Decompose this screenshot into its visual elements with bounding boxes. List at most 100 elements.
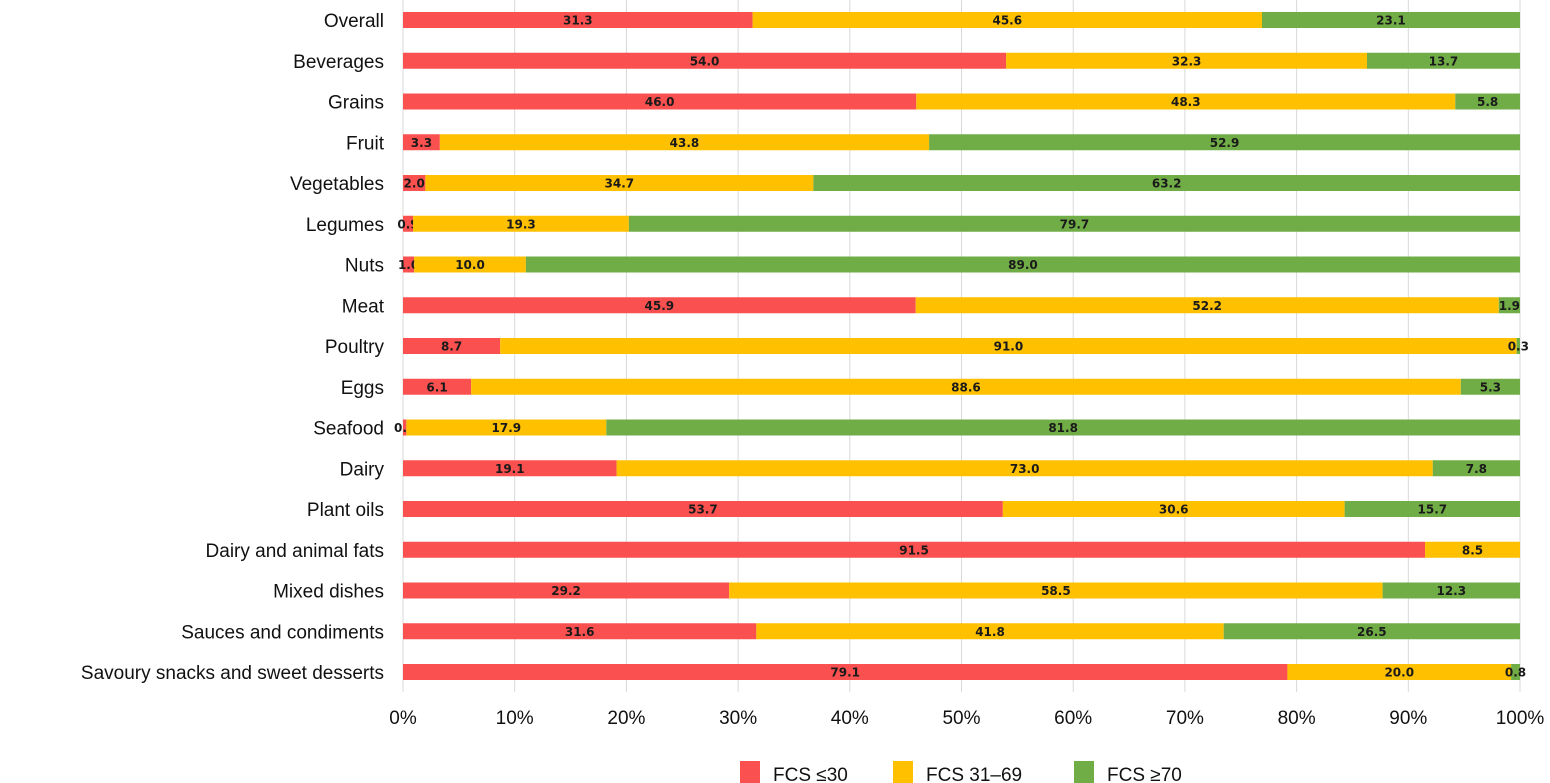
- category-label: Grains: [328, 93, 384, 114]
- data-label: 0.3: [1508, 340, 1529, 354]
- bar-segment: [1382, 582, 1520, 599]
- x-tick-label: 30%: [719, 708, 757, 729]
- data-label: 0.8: [1505, 666, 1526, 680]
- data-label: 29.2: [551, 584, 581, 598]
- bar-segment: [1223, 623, 1520, 640]
- bar-segment: [1455, 93, 1520, 110]
- x-tick-label: 80%: [1278, 708, 1316, 729]
- legend-label: FCS 31–69: [926, 765, 1022, 783]
- bar-segment: [915, 297, 1499, 314]
- bar-segment: [403, 215, 414, 232]
- category-label: Beverages: [293, 52, 384, 73]
- data-label: 32.3: [1172, 54, 1202, 68]
- data-label: 3.3: [411, 136, 432, 150]
- data-label: 48.3: [1171, 95, 1201, 109]
- data-label: 34.7: [605, 177, 635, 191]
- bar-segment: [1432, 460, 1520, 477]
- data-label: 89.0: [1008, 258, 1038, 272]
- bar-segment: [403, 541, 1426, 558]
- data-label: 13.7: [1429, 54, 1459, 68]
- category-label: Eggs: [341, 378, 384, 399]
- bar-segment: [403, 256, 415, 273]
- data-label: 6.1: [426, 380, 447, 394]
- data-label: 45.6: [992, 14, 1022, 28]
- data-label: 41.8: [975, 625, 1005, 639]
- data-label: 1.9: [1499, 299, 1520, 313]
- data-label: 30.6: [1159, 503, 1189, 517]
- bar-segment: [403, 93, 917, 110]
- bar-segment: [729, 582, 1383, 599]
- bar-segment: [1516, 338, 1520, 354]
- bar-segment: [425, 175, 814, 191]
- data-label: 8.7: [441, 340, 462, 354]
- bar-segment: [403, 12, 753, 28]
- data-label: 19.3: [506, 217, 536, 231]
- bar-segment: [403, 134, 440, 151]
- data-label: 81.8: [1048, 421, 1078, 435]
- legend-label: FCS ≤30: [773, 765, 848, 783]
- category-label: Overall: [324, 11, 384, 32]
- data-label: 79.7: [1060, 217, 1090, 231]
- bar-segment: [471, 378, 1461, 395]
- category-label: Vegetables: [290, 174, 384, 195]
- bar-segment: [1460, 378, 1520, 395]
- data-label: 58.5: [1041, 584, 1071, 598]
- category-label: Fruit: [346, 133, 385, 154]
- bar-segment: [1002, 501, 1345, 517]
- legend-swatch: [1074, 761, 1094, 783]
- data-label: 52.9: [1210, 136, 1240, 150]
- data-label: 52.2: [1192, 299, 1222, 313]
- x-tick-label: 40%: [831, 708, 869, 729]
- bar-segment: [413, 215, 629, 232]
- data-label: 23.1: [1376, 14, 1406, 28]
- category-label: Poultry: [325, 337, 385, 358]
- data-label: 45.9: [645, 299, 675, 313]
- bar-segment: [1344, 501, 1520, 517]
- data-label: 31.3: [563, 14, 593, 28]
- bar-segment: [500, 338, 1517, 354]
- data-label: 43.8: [670, 136, 700, 150]
- legend-label: FCS ≥70: [1107, 765, 1182, 783]
- legend-swatch: [740, 761, 760, 783]
- data-label: 73.0: [1010, 462, 1040, 476]
- bar-segment: [916, 93, 1456, 110]
- bar-segment: [1498, 297, 1520, 314]
- data-label: 79.1: [830, 666, 860, 680]
- data-label: 91.0: [994, 340, 1024, 354]
- data-label: 2.0: [404, 177, 425, 191]
- data-label: 20.0: [1384, 666, 1414, 680]
- data-label: 31.6: [565, 625, 595, 639]
- data-label: 88.6: [951, 380, 981, 394]
- category-label: Dairy and animal fats: [206, 541, 384, 562]
- category-label: Nuts: [345, 256, 384, 277]
- x-tick-label: 0%: [389, 708, 417, 729]
- data-label: 5.8: [1477, 95, 1498, 109]
- bar-segment: [403, 419, 407, 436]
- bar-segment: [606, 419, 1520, 436]
- data-label: 63.2: [1152, 177, 1182, 191]
- bar-segment: [616, 460, 1433, 477]
- data-label: 54.0: [690, 54, 720, 68]
- bar-segment: [403, 582, 730, 599]
- category-label: Savoury snacks and sweet desserts: [81, 663, 384, 684]
- bar-segment: [813, 175, 1520, 191]
- data-label: 19.1: [495, 462, 525, 476]
- x-tick-label: 60%: [1054, 708, 1092, 729]
- data-label: 7.8: [1466, 462, 1487, 476]
- x-tick-label: 20%: [607, 708, 645, 729]
- category-label: Plant oils: [307, 500, 384, 521]
- category-label: Meat: [342, 296, 385, 317]
- x-tick-label: 100%: [1496, 708, 1545, 729]
- data-label: 17.9: [492, 421, 522, 435]
- bar-segment: [403, 52, 1007, 69]
- x-tick-label: 90%: [1389, 708, 1427, 729]
- bar-segment: [406, 419, 607, 436]
- category-label: Sauces and condiments: [181, 622, 384, 643]
- bar-segment: [1366, 52, 1520, 69]
- bar-segment: [929, 134, 1520, 151]
- bar-segment: [756, 623, 1224, 640]
- bar-segment: [1425, 541, 1520, 558]
- x-tick-label: 70%: [1166, 708, 1204, 729]
- bar-segment: [525, 256, 1520, 273]
